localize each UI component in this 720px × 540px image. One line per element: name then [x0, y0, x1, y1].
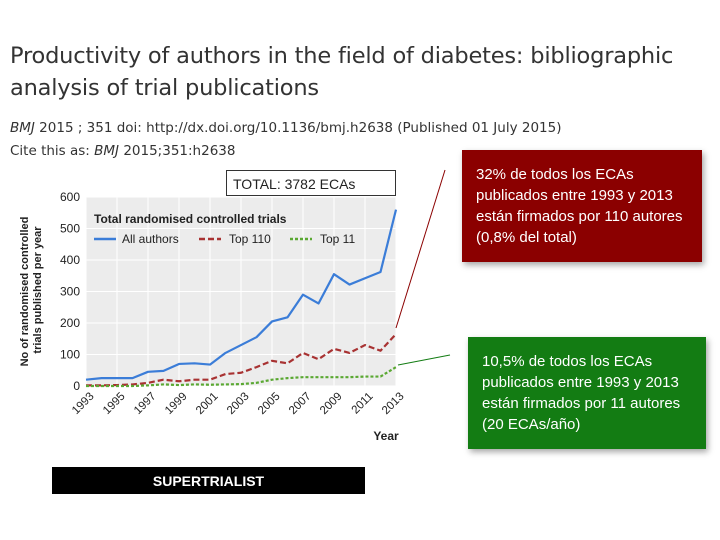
- x-tick-label: 2007: [287, 390, 314, 417]
- x-tick-label: 2003: [225, 390, 252, 417]
- x-axis-label: Year: [373, 429, 399, 443]
- series-line-top-110: [86, 333, 397, 387]
- cite-as-journal: BMJ: [94, 143, 120, 159]
- citation-published: (Published 01 July 2015): [397, 120, 562, 136]
- cite-as-prefix: Cite this as:: [10, 143, 95, 159]
- grid-lines: [85, 196, 397, 387]
- legend-label-top-11: Top 11: [320, 232, 355, 246]
- series-line-top-11: [86, 366, 397, 388]
- x-tick-label: 1997: [132, 390, 159, 417]
- callout-red: 32% de todos los ECAs publicados entre 1…: [462, 150, 702, 262]
- y-tick-label: 0: [73, 379, 80, 393]
- citation-line: BMJ 2015 ; 351 doi: http://dx.doi.org/10…: [10, 120, 561, 136]
- y-tick-label: 600: [60, 190, 80, 204]
- y-tick-label: 400: [60, 253, 80, 267]
- series-line-all-authors: [85, 209, 398, 381]
- legend-label-top-110: Top 110: [229, 232, 271, 246]
- y-tick-labels: 0 100 200 300 400 500 600: [60, 190, 80, 393]
- productivity-chart: 0 100 200 300 400 500 600 1993 1995 1997 1999 2001…: [19, 190, 407, 443]
- x-tick-label: 1993: [70, 390, 97, 417]
- citation-details: 2015 ; 351 doi: http://dx.doi.org/10.113…: [34, 120, 398, 136]
- y-tick-label: 100: [60, 348, 80, 362]
- x-tick-label: 2005: [256, 390, 283, 417]
- total-box: TOTAL: 3782 ECAs: [226, 170, 396, 196]
- y-axis-label: No of randomised controlled trials publi…: [19, 214, 44, 367]
- y-tick-label: 500: [60, 222, 80, 236]
- x-tick-label: 2001: [194, 390, 221, 417]
- x-tick-label: 2013: [380, 390, 407, 417]
- citation-journal: BMJ: [10, 120, 35, 136]
- x-tick-label: 1995: [101, 390, 128, 417]
- supertrialist-bar: SUPERTRIALIST: [52, 467, 365, 494]
- cite-as-line: Cite this as: BMJ 2015;351:h2638: [10, 143, 235, 159]
- callout-green: 10,5% de todos los ECAs publicados entre…: [468, 337, 706, 449]
- x-tick-label: 2009: [318, 390, 345, 417]
- legend-title: Total randomised controlled trials: [94, 212, 287, 226]
- y-tick-label: 200: [60, 316, 80, 330]
- x-tick-label: 2011: [350, 390, 376, 416]
- cite-as-details: 2015;351:h2638: [119, 143, 236, 159]
- y-tick-label: 300: [60, 285, 80, 299]
- legend-label-all-authors: All authors: [122, 232, 179, 246]
- legend: Total randomised controlled trials All a…: [94, 212, 355, 246]
- series-lines: [85, 209, 398, 388]
- page-title: Productivity of authors in the field of …: [10, 43, 674, 101]
- x-tick-label: 1999: [163, 390, 190, 417]
- x-tick-labels: 1993 1995 1997 1999 2001 2003 2005 2007 2009 2011…: [70, 390, 407, 417]
